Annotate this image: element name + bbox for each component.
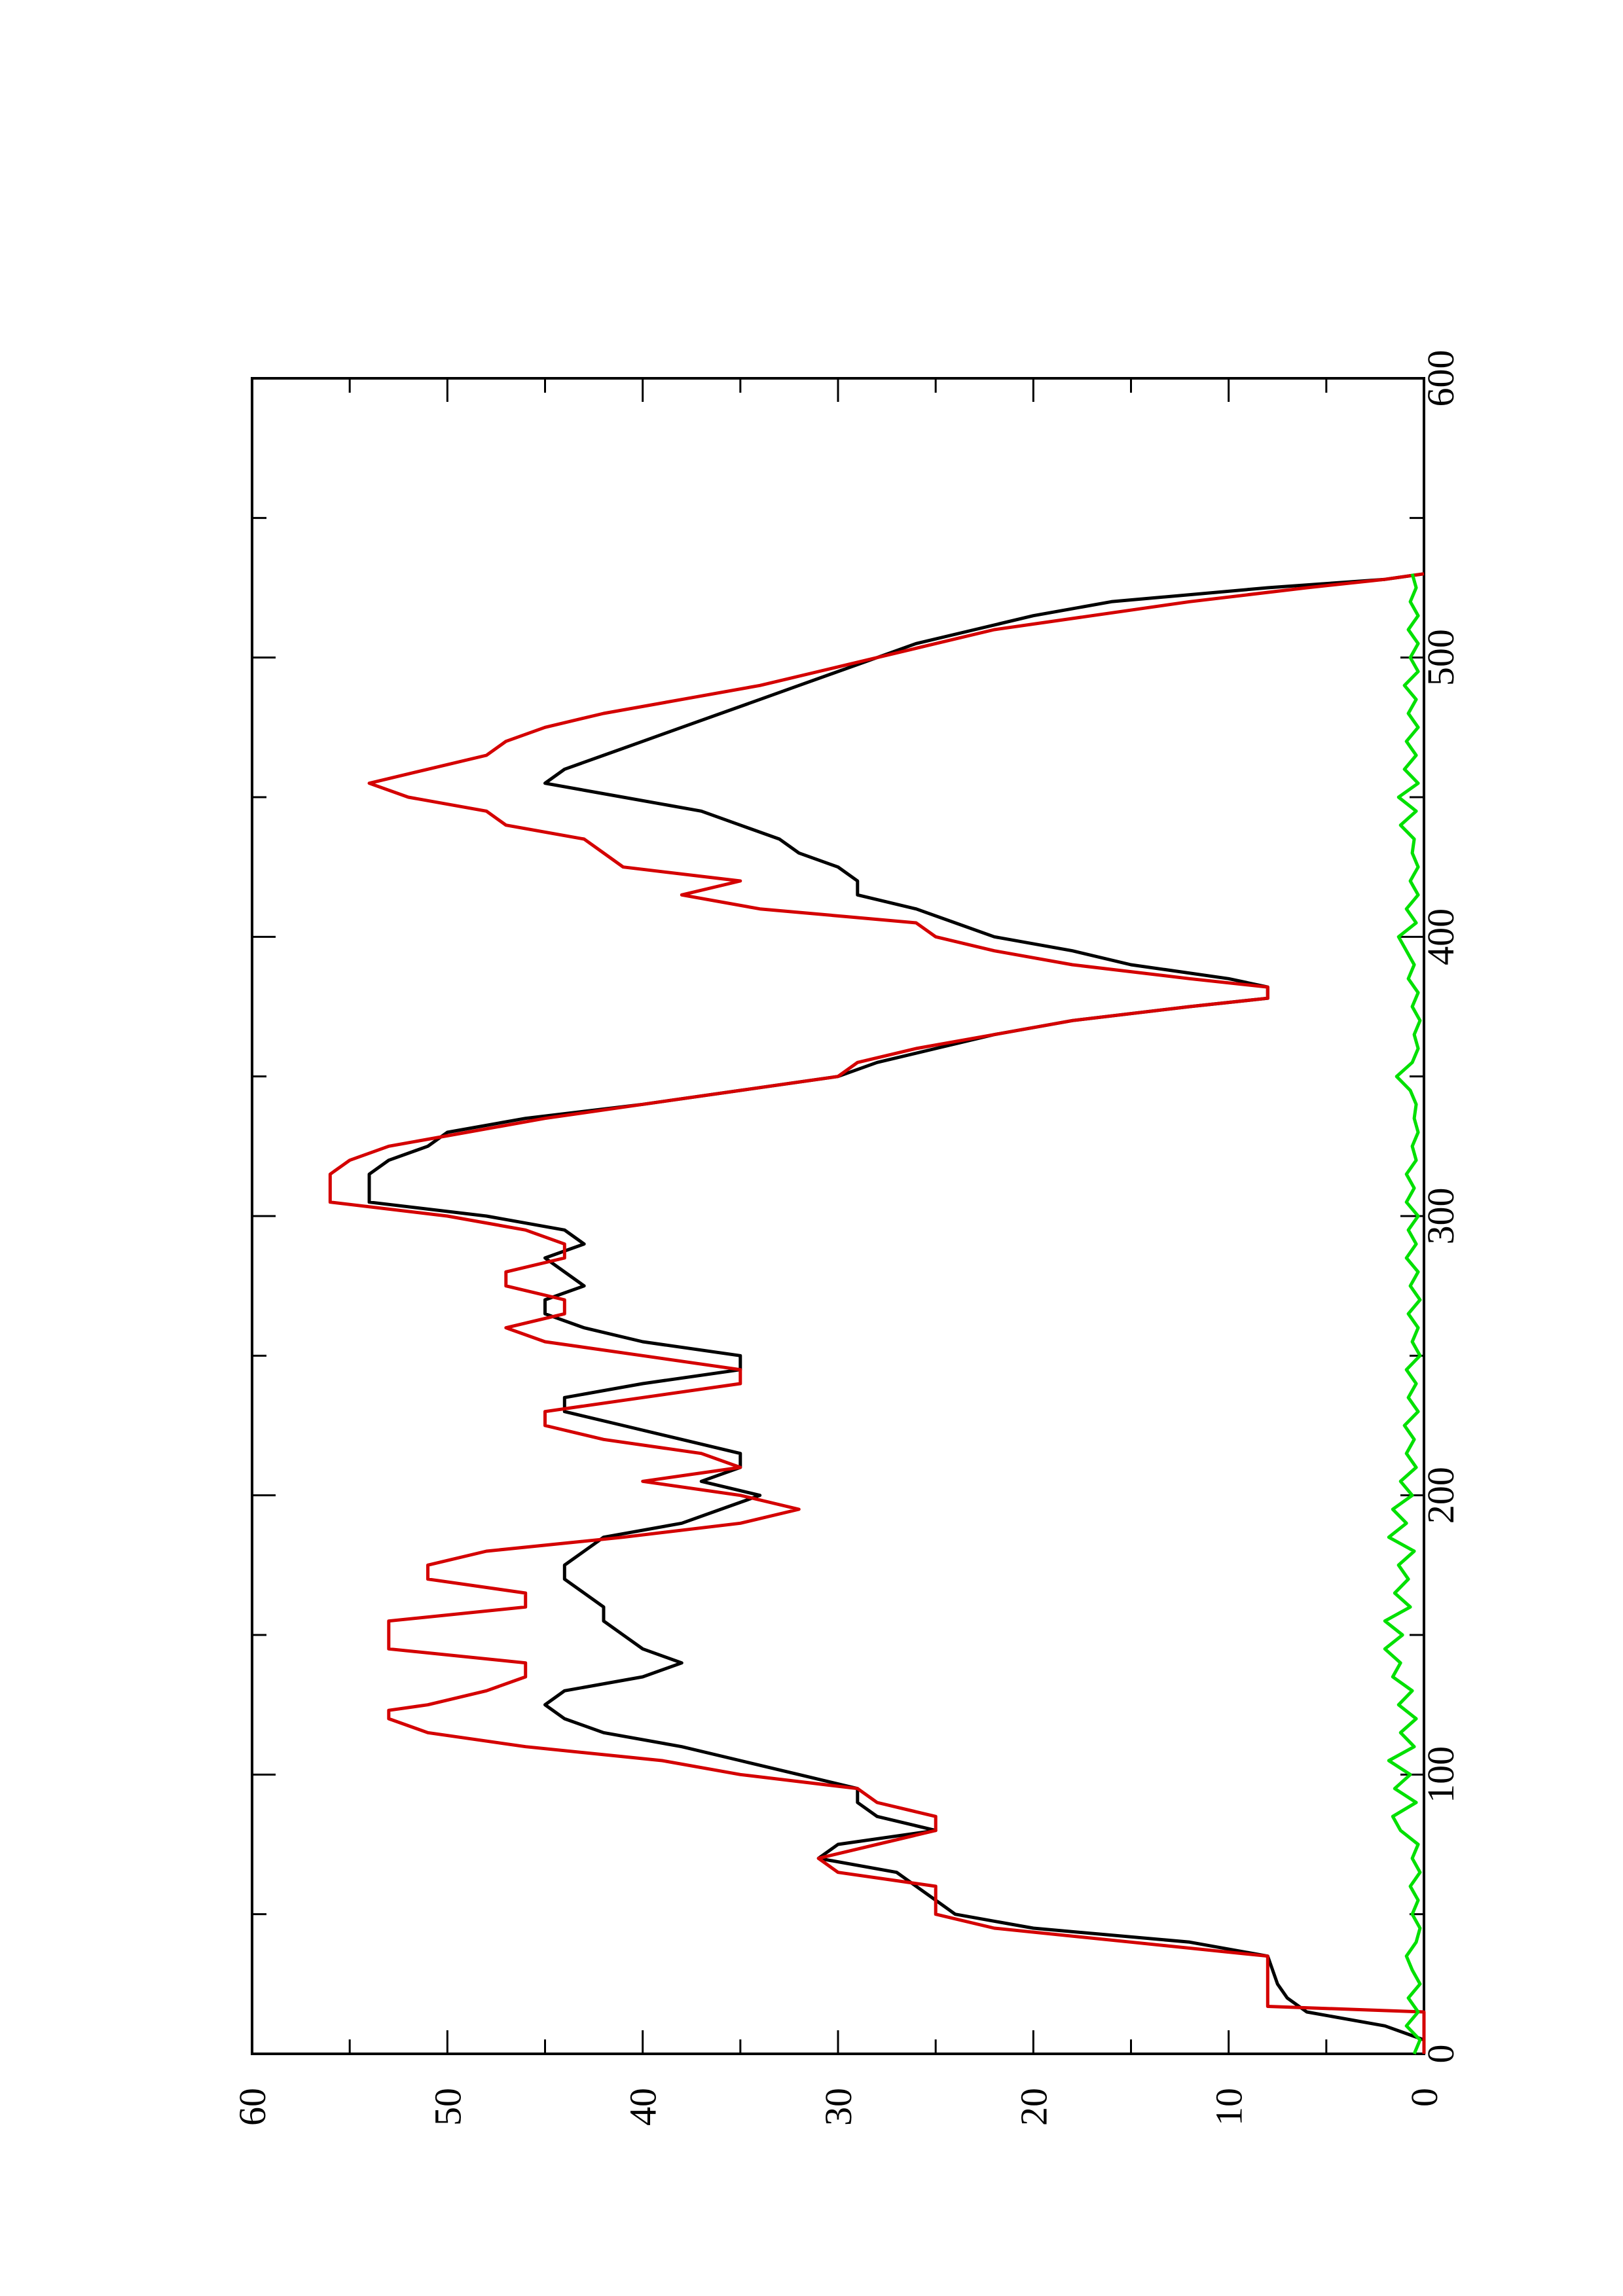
tick-labels: 0 100 200 300 400 500 600 0 10 20 30 40 50 60	[231, 350, 1462, 2126]
series-line-red	[328, 572, 1426, 2054]
series-layer	[328, 572, 1426, 2054]
y-tick-label: 10	[1208, 2088, 1250, 2126]
y-tick-label: 30	[817, 2088, 860, 2126]
y-tick-label: 60	[231, 2088, 274, 2126]
x-tick-label: 400	[1419, 908, 1462, 965]
axis-ticks	[251, 377, 1425, 2055]
plot-area: 0 100 200 300 400 500 600 0 10 20 30 40 50 60	[231, 350, 1462, 2126]
y-tick-label: 0	[1403, 2088, 1446, 2107]
x-tick-label: 600	[1419, 350, 1462, 407]
y-tick-label: 40	[622, 2088, 665, 2126]
x-tick-label: 200	[1419, 1467, 1462, 1524]
x-tick-label: 300	[1419, 1188, 1462, 1245]
y-tick-label: 50	[426, 2088, 469, 2126]
plot-frame	[251, 377, 1425, 2055]
series-line-green	[1383, 573, 1422, 2054]
series-line-black	[367, 572, 1426, 2054]
y-tick-label: 20	[1012, 2088, 1055, 2126]
x-tick-label: 500	[1419, 629, 1462, 686]
x-tick-label: 0	[1419, 2045, 1462, 2064]
x-tick-label: 100	[1419, 1746, 1462, 1803]
